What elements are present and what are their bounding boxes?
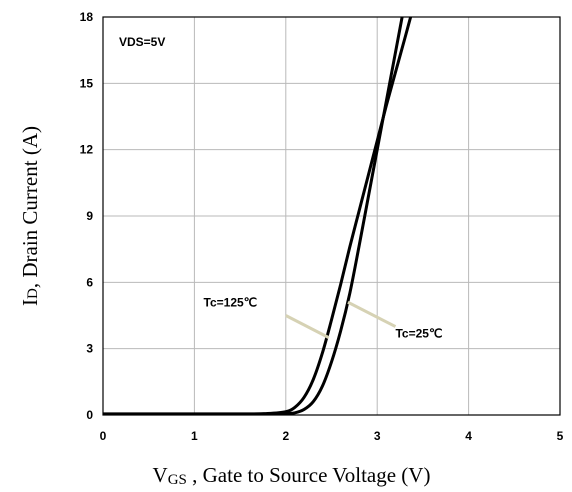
x-axis-title: VGS , Gate to Source Voltage (V) xyxy=(153,463,431,488)
y-axis-title-rest: , Drain Current (A) xyxy=(18,126,42,288)
y-tick-label: 9 xyxy=(86,209,93,223)
y-tick-label: 6 xyxy=(86,275,93,289)
y-tick-label: 15 xyxy=(80,76,94,90)
annotations: Tc=125℃ Tc=25℃ xyxy=(204,296,443,341)
x-tick-label: 2 xyxy=(282,429,289,443)
y-tick-label: 3 xyxy=(86,342,93,356)
y-tick-label: 0 xyxy=(86,408,93,422)
y-axis-title-sub: D xyxy=(25,288,41,299)
series-lines xyxy=(103,17,413,415)
series-line-0 xyxy=(103,17,413,415)
x-axis-title-sub: GS xyxy=(168,472,187,488)
annotation-leader-0 xyxy=(285,314,330,339)
annotation-label-0: Tc=125℃ xyxy=(204,296,258,310)
x-tick-label: 4 xyxy=(465,429,472,443)
y-axis-title-main: I xyxy=(18,299,42,306)
series-line-1 xyxy=(103,17,404,415)
x-axis-title-rest: , Gate to Source Voltage (V) xyxy=(187,463,431,487)
x-tick-labels: 0 1 2 3 4 5 xyxy=(100,429,564,443)
x-tick-label: 5 xyxy=(557,429,564,443)
plot-frame xyxy=(102,16,561,416)
annotation-label-1: Tc=25℃ xyxy=(395,327,442,341)
condition-label: VDS=5V xyxy=(119,35,165,49)
x-axis-title-main: V xyxy=(153,463,168,487)
y-tick-label: 12 xyxy=(80,143,94,157)
y-tick-label: 18 xyxy=(80,10,94,24)
annotation-leader-1 xyxy=(347,300,397,328)
y-axis-title: ID, Drain Current (A) xyxy=(18,126,42,306)
x-tick-label: 1 xyxy=(191,429,198,443)
x-tick-label: 0 xyxy=(100,429,107,443)
y-tick-labels: 0 3 6 9 12 15 18 xyxy=(80,10,94,422)
grid xyxy=(102,16,561,416)
x-tick-label: 3 xyxy=(374,429,381,443)
